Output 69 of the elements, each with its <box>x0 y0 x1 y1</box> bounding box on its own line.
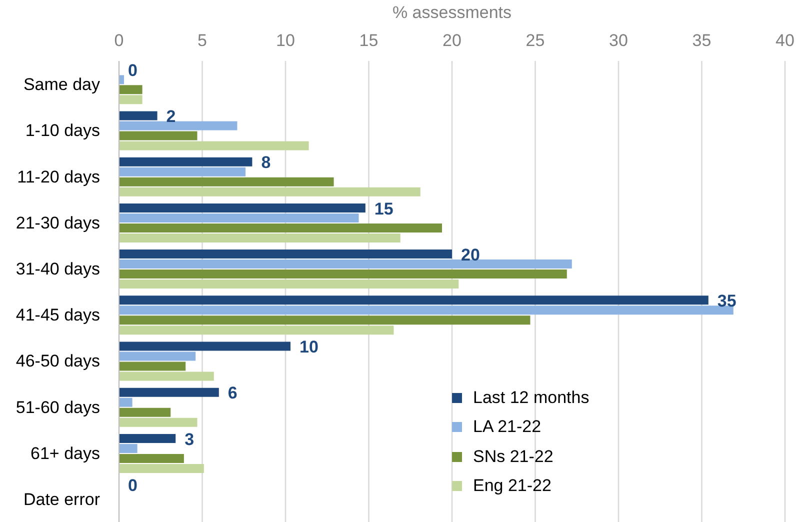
bar <box>119 187 420 196</box>
data-label: 10 <box>299 338 318 357</box>
bar <box>119 167 246 176</box>
x-tick-label: 10 <box>276 31 295 50</box>
bar <box>119 95 142 104</box>
bar <box>119 131 198 140</box>
bar <box>119 75 124 84</box>
x-tick-label: 20 <box>442 31 462 50</box>
bar <box>119 316 530 325</box>
legend-label: SNs 21-22 <box>473 446 554 467</box>
bar <box>119 280 459 289</box>
y-tick-label: 51-60 days <box>16 398 100 417</box>
bar <box>119 372 214 381</box>
y-tick-label: 41-45 days <box>16 306 100 325</box>
data-label: 8 <box>261 153 271 172</box>
x-tick-label: 40 <box>776 31 794 50</box>
bar <box>119 111 158 120</box>
bar <box>119 213 359 222</box>
bar <box>119 398 132 407</box>
bar <box>119 157 252 166</box>
bar <box>119 342 290 351</box>
bar <box>119 408 171 417</box>
bar <box>119 296 708 305</box>
x-tick-label: 5 <box>198 31 207 50</box>
bar <box>119 85 142 94</box>
bar <box>119 250 452 259</box>
bar <box>119 223 442 232</box>
data-label: 2 <box>166 107 176 126</box>
legend-label: Last 12 months <box>473 388 590 408</box>
data-label: 0 <box>128 61 138 80</box>
bar <box>119 434 176 443</box>
data-label: 15 <box>374 199 394 218</box>
y-tick-label: 11-20 days <box>17 167 100 186</box>
bar <box>119 270 567 279</box>
x-tick-label: 25 <box>526 31 545 50</box>
y-tick-label: 1-10 days <box>25 121 100 140</box>
bar <box>119 362 186 371</box>
bar <box>119 388 219 397</box>
data-label: 3 <box>184 430 194 449</box>
bar <box>119 177 334 186</box>
legend-label: Eng 21-22 <box>473 476 552 496</box>
bar <box>119 141 309 150</box>
y-tick-label: 31-40 days <box>16 259 100 278</box>
bar <box>119 352 196 361</box>
bar <box>119 326 394 335</box>
x-tick-label: 30 <box>609 31 628 50</box>
bar <box>119 203 366 212</box>
y-tick-label: 46-50 days <box>16 352 100 371</box>
bar <box>119 260 572 269</box>
bar <box>119 121 238 130</box>
y-tick-label: Date error <box>23 490 100 509</box>
y-tick-label: 21-30 days <box>16 213 100 232</box>
bar <box>119 464 204 473</box>
data-label: 0 <box>128 476 138 495</box>
data-label: 6 <box>228 384 238 403</box>
x-tick-label: 0 <box>114 31 124 50</box>
bar <box>119 306 734 315</box>
y-tick-label: Same day <box>23 75 100 94</box>
bar <box>119 418 198 427</box>
bar <box>119 444 138 453</box>
x-tick-label: 15 <box>359 31 378 50</box>
y-tick-label: 61+ days <box>30 444 100 463</box>
bar <box>119 454 184 463</box>
x-axis-title: % assessments <box>392 3 512 22</box>
legend-label: LA 21-22 <box>473 417 542 438</box>
data-label: 35 <box>717 292 736 310</box>
bar <box>119 233 400 242</box>
x-tick-label: 35 <box>692 31 712 50</box>
data-label: 20 <box>461 245 480 264</box>
